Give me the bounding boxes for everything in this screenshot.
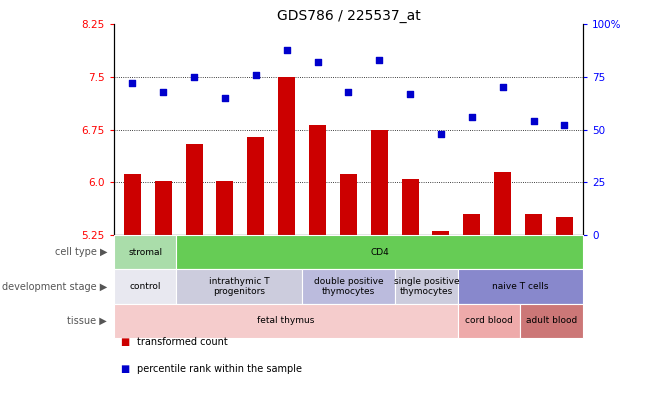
Bar	[432, 231, 450, 235]
Point	[559, 122, 570, 129]
Bar	[340, 174, 357, 235]
Text: transformed count: transformed count	[137, 337, 228, 347]
Bar	[124, 174, 141, 235]
Bar	[525, 214, 542, 235]
Bar	[401, 179, 419, 235]
Point	[189, 74, 200, 80]
Point	[528, 118, 539, 124]
Bar	[464, 214, 480, 235]
Text: percentile rank within the sample: percentile rank within the sample	[137, 364, 302, 373]
Text: cord blood: cord blood	[465, 316, 513, 326]
Text: tissue ▶: tissue ▶	[68, 316, 107, 326]
Bar	[114, 269, 176, 304]
Text: stromal: stromal	[128, 247, 162, 257]
Point	[374, 57, 385, 63]
Bar	[247, 136, 265, 235]
Point	[251, 72, 261, 78]
Bar	[521, 304, 583, 338]
Point	[127, 80, 138, 87]
Point	[466, 114, 477, 120]
Point	[405, 91, 415, 97]
Point	[158, 88, 169, 95]
Text: ■: ■	[121, 364, 130, 373]
Bar	[114, 304, 458, 338]
Bar	[114, 235, 176, 269]
Point	[497, 84, 508, 91]
Text: control: control	[129, 282, 161, 291]
Bar	[176, 269, 302, 304]
Point	[312, 59, 323, 66]
Bar	[186, 144, 202, 235]
Point	[220, 95, 230, 101]
Bar	[458, 304, 521, 338]
Text: fetal thymus: fetal thymus	[257, 316, 314, 326]
Bar	[176, 235, 583, 269]
Bar	[371, 130, 388, 235]
Text: development stage ▶: development stage ▶	[2, 281, 107, 292]
Bar	[556, 217, 573, 235]
Point	[436, 130, 446, 137]
Bar	[155, 181, 172, 235]
Bar	[458, 269, 583, 304]
Text: double positive
thymocytes: double positive thymocytes	[314, 277, 383, 296]
Bar	[302, 269, 395, 304]
Bar	[309, 125, 326, 235]
Text: adult blood: adult blood	[526, 316, 578, 326]
Point	[343, 88, 354, 95]
Bar	[494, 172, 511, 235]
Text: ■: ■	[121, 337, 130, 347]
Text: intrathymic T
progenitors: intrathymic T progenitors	[208, 277, 269, 296]
Bar	[216, 181, 233, 235]
Text: naive T cells: naive T cells	[492, 282, 549, 291]
Text: cell type ▶: cell type ▶	[55, 247, 107, 257]
Bar	[278, 77, 295, 235]
Text: single positive
thymocytes: single positive thymocytes	[394, 277, 460, 296]
Bar	[395, 269, 458, 304]
Point	[281, 46, 292, 53]
Text: CD4: CD4	[371, 247, 389, 257]
Title: GDS786 / 225537_at: GDS786 / 225537_at	[277, 9, 420, 23]
